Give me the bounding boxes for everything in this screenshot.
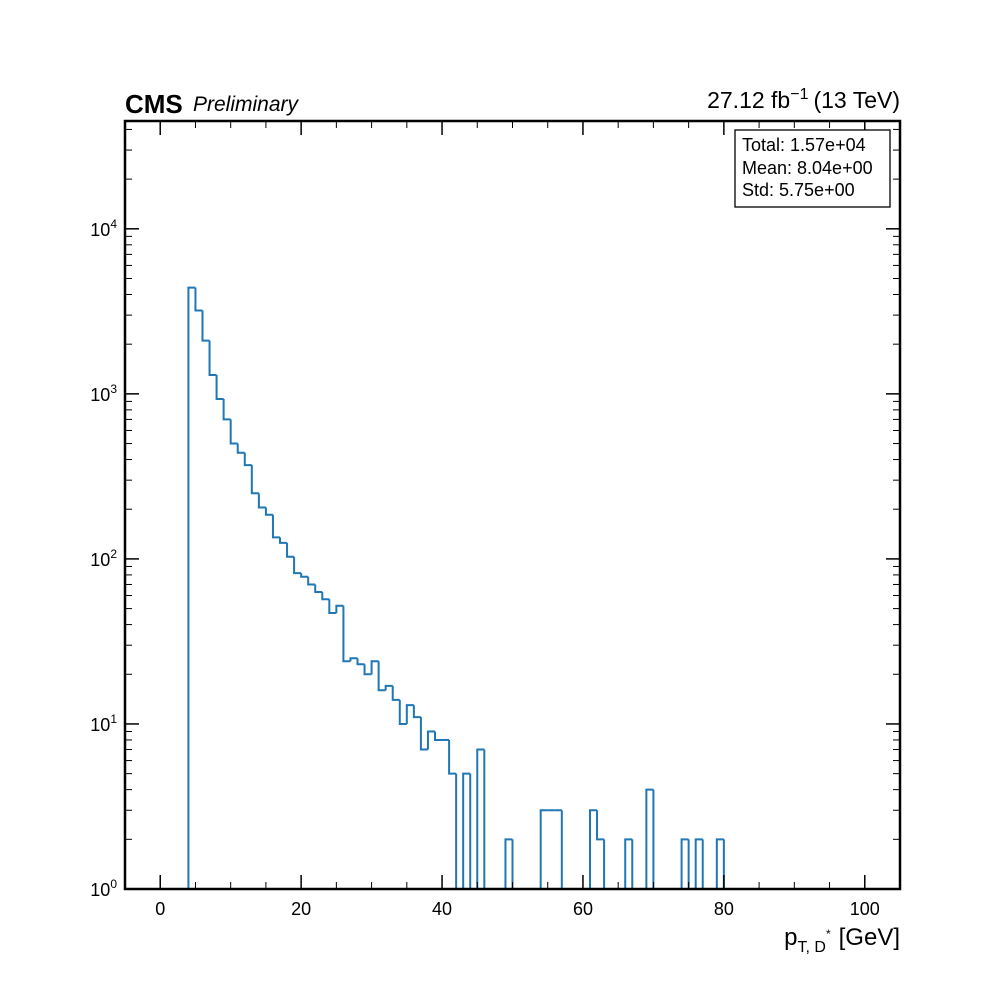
luminosity-exponent: −1 [790, 86, 808, 103]
y-tick-label: 104 [90, 217, 117, 240]
histogram-bin [229, 419, 238, 445]
histogram-bin [680, 838, 689, 889]
histogram-bin [652, 789, 661, 890]
histogram-bin [349, 657, 358, 662]
histogram-bin [293, 556, 302, 575]
plot-frame [123, 119, 902, 891]
y-tick-label: 102 [90, 547, 117, 570]
histogram-bin [222, 399, 231, 421]
histogram-bin [201, 310, 210, 342]
histogram-bin [405, 704, 414, 724]
histogram-bin [596, 810, 605, 841]
histogram-bin [215, 375, 224, 401]
stats-box-frame [734, 129, 891, 208]
histogram-bin [321, 592, 330, 601]
histogram-bin [455, 773, 464, 890]
y-tick-label: 101 [90, 712, 117, 735]
histogram-bin [257, 493, 266, 509]
histogram-bin [645, 788, 654, 889]
histogram-bin [722, 839, 731, 890]
histogram-bin [483, 749, 492, 890]
x-tick-label: 60 [573, 899, 593, 919]
histogram-bin [250, 465, 259, 495]
histogram-bin [370, 660, 379, 675]
x-axis-label-main: p [784, 924, 797, 951]
histogram-bin [286, 542, 295, 558]
histogram-bin [377, 661, 386, 692]
histogram-bin [426, 730, 435, 750]
stats-std: Std: 5.75e+00 [742, 180, 855, 200]
histogram-bin [589, 809, 598, 889]
x-axis-label-sub: T, D [798, 939, 826, 956]
x-tick-label: 100 [850, 899, 880, 919]
experiment-label: CMS [125, 89, 183, 119]
axis-ticks: 0 20 40 60 80 100 100 101 102 103 104 [90, 121, 900, 919]
status-label: Preliminary [193, 93, 300, 116]
x-axis-label-sup: * [826, 927, 831, 941]
x-tick-label: 20 [291, 899, 311, 919]
histogram-bin [391, 685, 400, 701]
histogram-bin [511, 839, 520, 890]
histogram-bin [342, 605, 351, 663]
histogram-bin [194, 287, 203, 312]
luminosity-energy: (13 TeV) [813, 87, 900, 113]
histogram-bin [476, 748, 485, 889]
histogram-bin [603, 839, 612, 890]
histogram-bin [271, 514, 280, 539]
histogram-bin [243, 452, 252, 467]
histogram-bin [539, 809, 548, 889]
stats-total: Total: 1.57e+04 [742, 135, 866, 155]
histogram-bin [187, 286, 196, 889]
histogram-bin [434, 731, 443, 741]
histogram-bin [335, 604, 344, 614]
luminosity-value: 27.12 fb [707, 87, 790, 113]
histogram-bin [624, 838, 633, 889]
y-tick-label: 100 [90, 877, 117, 900]
y-tick-label: 103 [90, 382, 117, 405]
histogram-bin [631, 839, 640, 890]
histogram-bin [715, 838, 724, 889]
x-tick-label: 40 [432, 899, 452, 919]
histogram-bin [701, 839, 710, 890]
histogram-bin [560, 810, 569, 890]
histogram-bin [279, 537, 288, 544]
histogram-bin [412, 705, 421, 719]
histogram-bin [469, 773, 478, 890]
histogram-bin [448, 739, 457, 775]
histogram-bin [236, 443, 245, 454]
histogram-bin [208, 340, 217, 377]
histogram-bin [328, 599, 337, 615]
stats-box: Total: 1.57e+04 Mean: 8.04e+00 Std: 5.75… [734, 129, 891, 208]
histogram-bin [504, 838, 513, 889]
x-axis-label: pT, D* [GeV] [784, 924, 900, 956]
histogram-bin [419, 717, 428, 751]
stats-mean: Mean: 8.04e+00 [742, 158, 873, 178]
histogram-bin [264, 507, 273, 516]
histogram-bin [384, 684, 393, 691]
x-tick-label: 0 [155, 899, 165, 919]
histogram-bin [687, 839, 696, 890]
histogram-bin [398, 699, 407, 725]
x-tick-label: 80 [714, 899, 734, 919]
histogram-bin [356, 658, 365, 666]
histogram-layer [187, 286, 731, 890]
histogram-bin [363, 664, 372, 676]
x-axis-label-unit: [GeV] [839, 924, 900, 951]
histogram-bin [300, 573, 309, 578]
histogram-bin [462, 772, 471, 889]
luminosity-label: 27.12 fb−1 (13 TeV) [707, 86, 900, 113]
histogram-bin [694, 838, 703, 889]
histogram-bin [314, 584, 323, 594]
histogram-bin [307, 576, 316, 586]
